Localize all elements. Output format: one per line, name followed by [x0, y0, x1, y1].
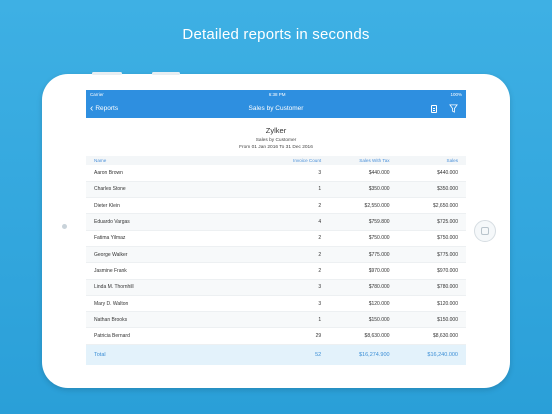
total-count: 52 [315, 352, 322, 359]
filter-icon[interactable] [449, 104, 458, 113]
report-title: Sales by Customer [255, 138, 297, 143]
table-row[interactable]: Charles Stone 1 $350.000 $350.000 [86, 181, 466, 198]
invoice-count: 2 [318, 267, 322, 274]
customer-name: Dieter Klein [94, 202, 120, 209]
nav-actions [431, 104, 462, 113]
app-screen: Carrier 6:38 PM 100% ‹ Reports Sales by … [86, 90, 466, 372]
table-row[interactable]: Patricia Bernard 29 $8,630.000 $8,630.000 [86, 328, 466, 345]
headline: Detailed reports in seconds [182, 26, 370, 43]
table-row[interactable]: George Walker 2 $775.000 $775.000 [86, 246, 466, 263]
camera-icon [62, 224, 67, 229]
sales-with-tax: $2,550.000 [364, 202, 390, 209]
customer-name: Aaron Brown [94, 169, 123, 176]
sales-value: $725.000 [437, 219, 458, 226]
back-button[interactable]: ‹ Reports [90, 102, 119, 114]
invoice-count: 3 [318, 284, 322, 291]
customer-name: Patricia Bernard [94, 333, 130, 340]
sales-value: $350.000 [437, 186, 458, 193]
table-header-row: Name Invoice Count Sales With Tax Sales [86, 156, 466, 165]
carrier-label: Carrier [90, 92, 104, 97]
clock: 6:38 PM [268, 92, 286, 97]
sales-with-tax: $8,630.000 [364, 333, 390, 340]
column-sales-with-tax[interactable]: Sales With Tax [359, 158, 390, 163]
sales-with-tax: $780.000 [368, 284, 390, 291]
sales-value: $780.000 [437, 284, 458, 291]
customer-name: Jasmine Frank [94, 267, 127, 274]
table-row[interactable]: Aaron Brown 3 $440.000 $440.000 [86, 165, 466, 182]
sales-value: $150.000 [437, 316, 458, 323]
sales-value: $750.000 [437, 235, 458, 242]
table-row[interactable]: Mary D. Walton 3 $120.000 $120.000 [86, 295, 466, 312]
table-row[interactable]: Eduardo Vargas 4 $759.800 $725.000 [86, 213, 466, 231]
sales-with-tax: $759.800 [368, 219, 390, 226]
tablet-frame: Carrier 6:38 PM 100% ‹ Reports Sales by … [42, 72, 510, 388]
sales-with-tax: $120.000 [368, 300, 390, 307]
total-label: Total [94, 352, 106, 359]
invoice-count: 3 [318, 169, 322, 176]
customer-name: Mary D. Walton [94, 300, 129, 307]
total-row: Total 52 $16,274.900 $16,240.000 [86, 344, 466, 366]
sales-value: $440.000 [437, 169, 458, 176]
status-bar: Carrier 6:38 PM 100% [86, 90, 466, 99]
sales-with-tax: $970.000 [368, 267, 390, 274]
invoice-count: 2 [318, 251, 322, 258]
customer-name: Charles Stone [94, 186, 126, 193]
invoice-count: 2 [318, 202, 322, 209]
invoice-count: 3 [318, 300, 322, 307]
company-name: Zylker [265, 126, 287, 135]
home-square-icon [481, 227, 489, 235]
battery-label: 100% [450, 92, 462, 97]
invoice-count: 2 [318, 235, 322, 242]
back-label: Reports [95, 105, 119, 112]
customer-name: Eduardo Vargas [94, 219, 130, 226]
customer-name: George Walker [94, 251, 128, 258]
invoice-count: 29 [315, 333, 322, 340]
report-header: Zylker Sales by Customer From 01 Jan 201… [86, 118, 466, 156]
sales-value: $775.000 [437, 251, 458, 258]
customer-name: Linda M. Thornhill [94, 284, 134, 291]
home-button[interactable] [474, 220, 496, 242]
invoice-count: 1 [318, 186, 322, 193]
power-button [152, 72, 180, 75]
table-body: Aaron Brown 3 $440.000 $440.000 Charles Ston… [86, 165, 466, 345]
table-row[interactable]: Jasmine Frank 2 $970.000 $970.000 [86, 263, 466, 280]
volume-button [92, 72, 122, 75]
sales-value: $970.000 [437, 267, 458, 274]
invoice-count: 1 [318, 316, 322, 323]
table-row[interactable]: Linda M. Thornhill 3 $780.000 $780.000 [86, 279, 466, 296]
table-row[interactable]: Dieter Klein 2 $2,550.000 $2,650.000 [86, 198, 466, 214]
sales-with-tax: $150.000 [368, 316, 390, 323]
sales-table: Name Invoice Count Sales With Tax Sales … [86, 156, 466, 366]
report-date-range: From 01 Jan 2016 To 31 Dec 2016 [239, 145, 313, 150]
nav-title: Sales by Customer [248, 105, 304, 112]
column-invoice-count[interactable]: Invoice Count [293, 158, 322, 163]
sales-with-tax: $350.000 [368, 186, 390, 193]
customer-name: Nathan Brooks [94, 316, 128, 323]
invoice-count: 4 [318, 219, 322, 226]
sales-with-tax: $440.000 [368, 169, 390, 176]
sales-with-tax: $775.000 [368, 251, 390, 258]
column-sales[interactable]: Sales [446, 158, 459, 163]
sales-value: $120.000 [437, 300, 458, 307]
document-icon[interactable] [431, 104, 437, 113]
total-sales-with-tax: $16,274.900 [358, 352, 390, 359]
column-name[interactable]: Name [94, 158, 107, 163]
nav-bar: ‹ Reports Sales by Customer [86, 99, 466, 118]
table-row[interactable]: Fatima Yilmaz 2 $750.000 $750.000 [86, 230, 466, 247]
total-sales: $16,240.000 [427, 352, 458, 359]
sales-value: $2,650.000 [432, 202, 458, 209]
sales-with-tax: $750.000 [368, 235, 390, 242]
sales-value: $8,630.000 [432, 333, 458, 340]
customer-name: Fatima Yilmaz [94, 235, 126, 242]
chevron-left-icon: ‹ [90, 102, 94, 114]
table-row[interactable]: Nathan Brooks 1 $150.000 $150.000 [86, 311, 466, 328]
